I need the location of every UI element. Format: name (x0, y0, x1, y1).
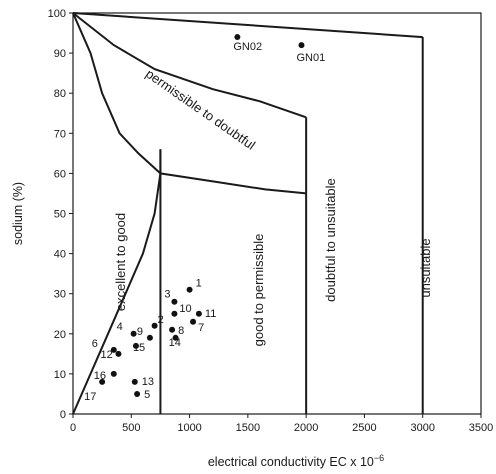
data-point (115, 350, 122, 357)
x-tick-label: 500 (122, 422, 140, 434)
data-point (195, 310, 202, 317)
zone-label: permissible to doubtful (143, 66, 258, 153)
y-tick-label: 100 (48, 8, 66, 20)
y-tick-label: 30 (54, 289, 66, 301)
data-point (171, 298, 178, 305)
data-point (171, 310, 178, 317)
y-tick-label: 10 (54, 369, 66, 381)
zone-label: unsuitable (418, 238, 433, 297)
y-tick-label: 20 (54, 329, 66, 341)
data-point (134, 390, 141, 397)
data-point-label: 14 (169, 337, 181, 349)
x-tick-label: 3500 (469, 422, 493, 434)
x-axis-label-exponent: −6 (374, 453, 384, 463)
data-point (146, 334, 153, 341)
x-axis-label: electrical conductivity EC x 10−6 (208, 453, 384, 469)
data-point (132, 342, 139, 349)
x-tick-label: 1500 (236, 422, 260, 434)
data-point-label: 2 (158, 314, 164, 326)
data-point-label: 17 (84, 391, 96, 403)
plot-frame (72, 12, 482, 415)
data-point-label: 13 (142, 376, 154, 388)
zone-label: good to permissible (251, 234, 266, 347)
data-point-label: 15 (133, 342, 145, 354)
data-point (190, 318, 197, 325)
x-tick-label: 2500 (352, 422, 376, 434)
data-point (99, 378, 106, 385)
zone-boundary-curve (72, 12, 307, 119)
x-axis-label-text: electrical conductivity EC x 10 (208, 455, 374, 469)
y-axis-label: sodium (%) (11, 182, 25, 245)
x-tick-label: 2000 (294, 422, 318, 434)
zone-label: excellent to good (113, 213, 128, 311)
y-tick-label: 70 (54, 128, 66, 140)
y-tick-label: 50 (54, 209, 66, 221)
data-point (172, 334, 179, 341)
data-point (110, 370, 117, 377)
data-point (234, 34, 241, 41)
y-tick-label: 0 (60, 409, 66, 421)
data-point-label: 12 (100, 349, 112, 361)
zone-boundary-curve (72, 12, 307, 195)
data-point-label: 4 (117, 321, 123, 333)
data-point-label: 3 (164, 289, 170, 301)
y-tick-label: 40 (54, 249, 66, 261)
data-point-label: 5 (144, 389, 150, 401)
y-tick-label: 90 (54, 48, 66, 60)
data-point-label: 16 (94, 370, 106, 382)
zone-label: doubtful to unsuitable (323, 178, 338, 302)
x-tick-label: 0 (70, 422, 76, 434)
x-tick-label: 3000 (410, 422, 434, 434)
data-point (131, 378, 138, 385)
x-tick-label: 1000 (177, 422, 201, 434)
zone-boundary-curve (72, 12, 423, 39)
data-point-label: 9 (137, 326, 143, 338)
data-point (130, 330, 137, 337)
data-point (298, 42, 305, 49)
data-point-label: GN01 (296, 52, 325, 64)
data-point-label: 11 (205, 308, 216, 320)
data-point-label: 8 (178, 325, 184, 337)
y-tick-label: 60 (54, 168, 66, 180)
data-point-label: 7 (198, 322, 204, 334)
data-point-label: 1 (196, 278, 202, 290)
data-point-label: GN02 (233, 41, 262, 53)
data-point (151, 322, 158, 329)
data-point (186, 286, 193, 293)
y-tick-label: 80 (54, 88, 66, 100)
data-point (110, 346, 117, 353)
data-point (169, 326, 176, 333)
data-point-label: 6 (92, 338, 98, 350)
data-point-label: 10 (179, 303, 191, 315)
